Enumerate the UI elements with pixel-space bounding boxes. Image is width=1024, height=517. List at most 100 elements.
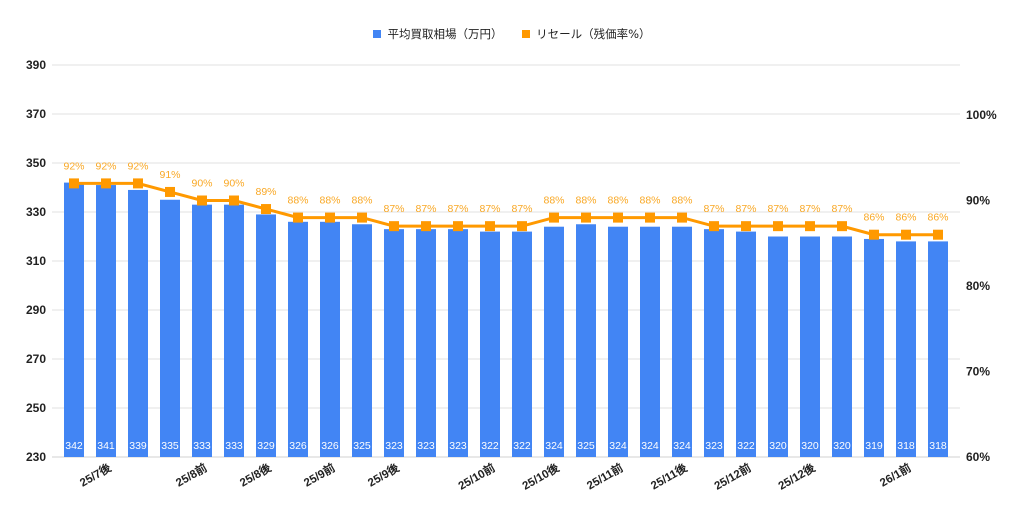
bar[interactable]: [480, 231, 500, 457]
bar[interactable]: [448, 229, 468, 457]
line-marker[interactable]: [709, 221, 719, 232]
line-marker[interactable]: [261, 204, 271, 215]
bar[interactable]: [768, 236, 788, 458]
bar[interactable]: [832, 236, 852, 458]
line-marker[interactable]: [101, 178, 111, 189]
bar-value-label: 323: [417, 440, 435, 452]
left-axis-tick: 270: [26, 352, 46, 366]
bar-value-label: 319: [865, 440, 883, 452]
line-marker[interactable]: [421, 221, 431, 232]
bar[interactable]: [96, 185, 116, 458]
right-axis: 60% 70% 80% 90% 100%: [966, 108, 997, 464]
bar-value-label: 322: [513, 440, 531, 452]
bar-value-label: 318: [897, 440, 915, 452]
bar-value-label: 326: [321, 440, 339, 452]
bar-value-label: 324: [673, 440, 691, 452]
line-value-label: 87%: [383, 203, 404, 215]
bar[interactable]: [864, 238, 884, 457]
gridlines: [52, 64, 960, 458]
bar[interactable]: [64, 182, 84, 457]
bar-value-label: 320: [801, 440, 819, 452]
bar-value-label: 325: [577, 440, 595, 452]
x-axis-label: 25/10後: [520, 460, 562, 493]
bar-value-label: 342: [65, 440, 83, 452]
line-marker[interactable]: [677, 212, 687, 223]
bar-value-label: 320: [769, 440, 787, 452]
bar-value-label: 324: [545, 440, 563, 452]
x-axis-label: 25/10前: [456, 460, 498, 493]
line-marker[interactable]: [197, 195, 207, 206]
left-axis-tick: 330: [26, 205, 46, 219]
bar-value-label: 323: [449, 440, 467, 452]
line-marker[interactable]: [773, 221, 783, 232]
line-value-label: 92%: [95, 160, 116, 172]
line-marker[interactable]: [133, 178, 143, 189]
line-marker[interactable]: [933, 229, 943, 240]
x-axis-labels: 25/7後 25/8前 25/8後 25/9前 25/9後 25/10前 25/10後 25/…: [77, 460, 914, 493]
line-marker[interactable]: [453, 221, 463, 232]
bar[interactable]: [160, 199, 180, 457]
line-marker[interactable]: [613, 212, 623, 223]
line-value-label: 90%: [223, 178, 244, 190]
bar-value-label: 326: [289, 440, 307, 452]
bar[interactable]: [672, 226, 692, 457]
line-marker[interactable]: [581, 212, 591, 223]
bar[interactable]: [384, 229, 404, 457]
line-swatch-icon: [522, 30, 531, 38]
bar[interactable]: [512, 231, 532, 457]
line-marker[interactable]: [165, 186, 175, 197]
line-marker[interactable]: [517, 221, 527, 232]
bar[interactable]: [896, 241, 916, 457]
line-value-label: 88%: [671, 195, 692, 207]
bar[interactable]: [704, 229, 724, 457]
x-axis-label: 25/11前: [584, 460, 626, 492]
bar-value-label: 323: [705, 440, 723, 452]
bar[interactable]: [640, 226, 660, 457]
left-axis-tick: 230: [26, 450, 46, 464]
x-axis-label: 26/1前: [877, 460, 914, 489]
bar[interactable]: [800, 236, 820, 458]
bar[interactable]: [544, 226, 564, 457]
line-marker[interactable]: [325, 212, 335, 223]
line-marker[interactable]: [69, 178, 79, 189]
bar[interactable]: [320, 221, 340, 457]
legend-item-line[interactable]: リセール（残価率%）: [522, 26, 651, 42]
legend-item-bar[interactable]: 平均買取相場（万円）: [373, 26, 502, 42]
line-value-label: 88%: [639, 195, 660, 207]
right-axis-tick: 90%: [966, 194, 990, 208]
bar[interactable]: [256, 214, 276, 457]
line-value-label: 86%: [927, 212, 948, 224]
left-axis-tick: 370: [26, 107, 46, 121]
bar[interactable]: [608, 226, 628, 457]
line-marker[interactable]: [837, 221, 847, 232]
line-marker[interactable]: [901, 229, 911, 240]
x-axis-label: 25/8前: [173, 460, 210, 489]
line-value-label: 88%: [543, 195, 564, 207]
line-marker[interactable]: [229, 195, 239, 206]
line-marker[interactable]: [741, 221, 751, 232]
bar[interactable]: [736, 231, 756, 457]
bar-value-label: 324: [609, 440, 627, 452]
line-marker[interactable]: [549, 212, 559, 223]
line-marker[interactable]: [485, 221, 495, 232]
line-marker[interactable]: [293, 212, 303, 223]
bar-value-label: 325: [353, 440, 371, 452]
bar[interactable]: [128, 189, 148, 457]
line-marker[interactable]: [805, 221, 815, 232]
bar-value-label: 329: [257, 440, 275, 452]
bar[interactable]: [288, 221, 308, 457]
line-marker[interactable]: [869, 229, 879, 240]
line-marker[interactable]: [645, 212, 655, 223]
bar[interactable]: [224, 204, 244, 457]
bar[interactable]: [192, 204, 212, 457]
bar[interactable]: [416, 229, 436, 457]
bar[interactable]: [928, 241, 948, 457]
bar[interactable]: [576, 224, 596, 457]
line-value-label: 88%: [607, 195, 628, 207]
line-value-label: 87%: [735, 203, 756, 215]
x-axis-label: 25/8後: [237, 460, 274, 489]
line-value-label: 89%: [255, 186, 276, 198]
line-marker[interactable]: [389, 221, 399, 232]
bar[interactable]: [352, 224, 372, 457]
line-marker[interactable]: [357, 212, 367, 223]
